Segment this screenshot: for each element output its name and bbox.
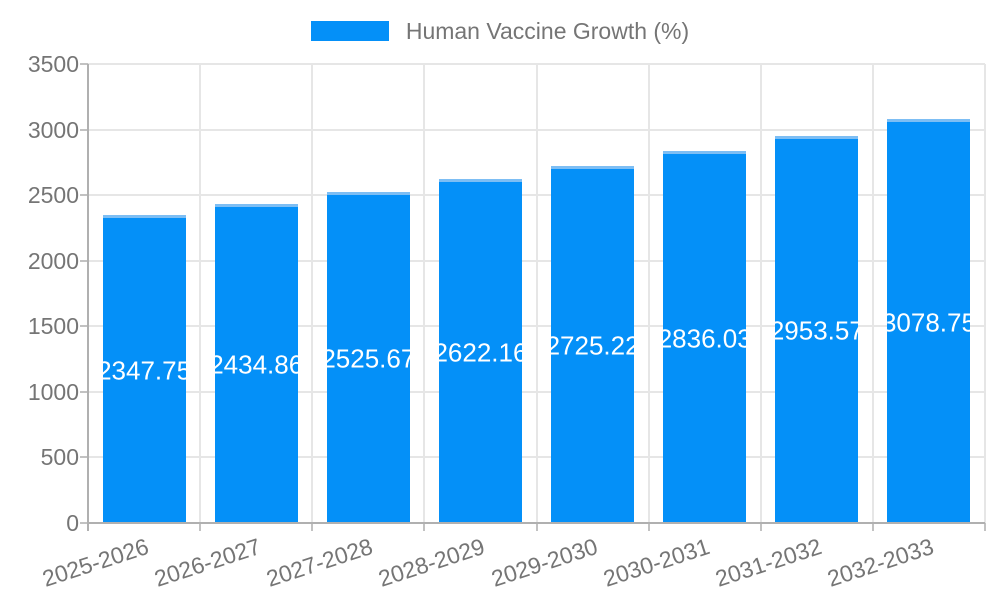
y-axis-tick-label: 500 bbox=[40, 444, 79, 471]
bar[interactable]: 2347.75 bbox=[102, 215, 186, 523]
bar-value-label: 2622.16 bbox=[439, 337, 522, 368]
x-axis-tick-label: 2026-2027 bbox=[151, 533, 264, 592]
plot-area: 2347.75 2434.86 2525.67 2622.16 2725.22 2836.… bbox=[87, 63, 986, 531]
legend-label[interactable]: Human Vaccine Growth (%) bbox=[405, 18, 690, 44]
y-axis-tick bbox=[80, 522, 88, 524]
y-axis-line bbox=[87, 64, 89, 531]
y-axis-tick-label: 2000 bbox=[27, 247, 79, 274]
x-axis-tick-label: 2025-2026 bbox=[39, 533, 152, 592]
y-axis-tick bbox=[80, 325, 88, 328]
x-axis-tick-label: 2029-2030 bbox=[487, 533, 601, 592]
x-axis-tick bbox=[647, 523, 650, 531]
gridline bbox=[535, 64, 538, 523]
x-axis-tick bbox=[759, 523, 762, 531]
y-axis-tick-label: 2500 bbox=[27, 182, 79, 209]
bar[interactable]: 3078.75 bbox=[887, 119, 971, 523]
x-axis-tick-label: 2032-2033 bbox=[824, 533, 937, 592]
bar[interactable]: 2953.57 bbox=[775, 135, 859, 523]
x-axis-tick bbox=[423, 523, 426, 531]
x-axis-tick-label: 2030-2031 bbox=[599, 533, 713, 592]
y-axis-tick-label: 1500 bbox=[27, 313, 79, 340]
y-axis-tick bbox=[80, 128, 88, 131]
bar-value-label: 2953.57 bbox=[775, 315, 858, 346]
bar-value-label: 2725.22 bbox=[551, 330, 634, 361]
x-axis-tick-label: 2031-2032 bbox=[711, 533, 825, 592]
y-axis-tick-label: 0 bbox=[66, 510, 79, 536]
x-axis-tick bbox=[535, 523, 538, 531]
gridline bbox=[984, 64, 986, 523]
gridline bbox=[423, 64, 426, 523]
y-axis-tick bbox=[80, 194, 88, 197]
bar[interactable]: 2725.22 bbox=[551, 165, 635, 523]
bar-value-label: 2347.75 bbox=[103, 355, 186, 386]
x-axis-tick bbox=[871, 523, 874, 531]
y-axis-tick bbox=[80, 390, 88, 393]
gridline bbox=[647, 64, 650, 523]
legend: Human Vaccine Growth (%) bbox=[0, 18, 1000, 44]
bar-value-label: 3078.75 bbox=[887, 307, 970, 338]
y-axis-tick-label: 1000 bbox=[27, 378, 79, 405]
y-axis-tick bbox=[80, 63, 88, 65]
legend-swatch[interactable] bbox=[310, 21, 389, 41]
x-axis-tick-label: 2027-2028 bbox=[263, 533, 377, 592]
bar-value-label: 2525.67 bbox=[327, 343, 410, 374]
bar-value-label: 2434.86 bbox=[215, 349, 298, 380]
gridline bbox=[871, 64, 874, 523]
y-axis-tick bbox=[80, 259, 88, 262]
bar[interactable]: 2525.67 bbox=[326, 191, 410, 523]
x-axis-tick-label: 2028-2029 bbox=[375, 533, 489, 592]
y-axis-tick-label: 3000 bbox=[27, 116, 79, 143]
x-axis-tick bbox=[311, 523, 314, 531]
x-axis-tick bbox=[984, 523, 986, 531]
y-axis-tick bbox=[80, 456, 88, 459]
x-axis-line bbox=[88, 522, 985, 524]
y-axis-tick-label: 3500 bbox=[27, 51, 79, 77]
gridline bbox=[311, 64, 314, 523]
gridline bbox=[759, 64, 762, 523]
bar[interactable]: 2434.86 bbox=[214, 203, 298, 523]
gridline bbox=[199, 64, 202, 523]
x-axis-tick bbox=[199, 523, 202, 531]
bar[interactable]: 2622.16 bbox=[438, 179, 522, 523]
